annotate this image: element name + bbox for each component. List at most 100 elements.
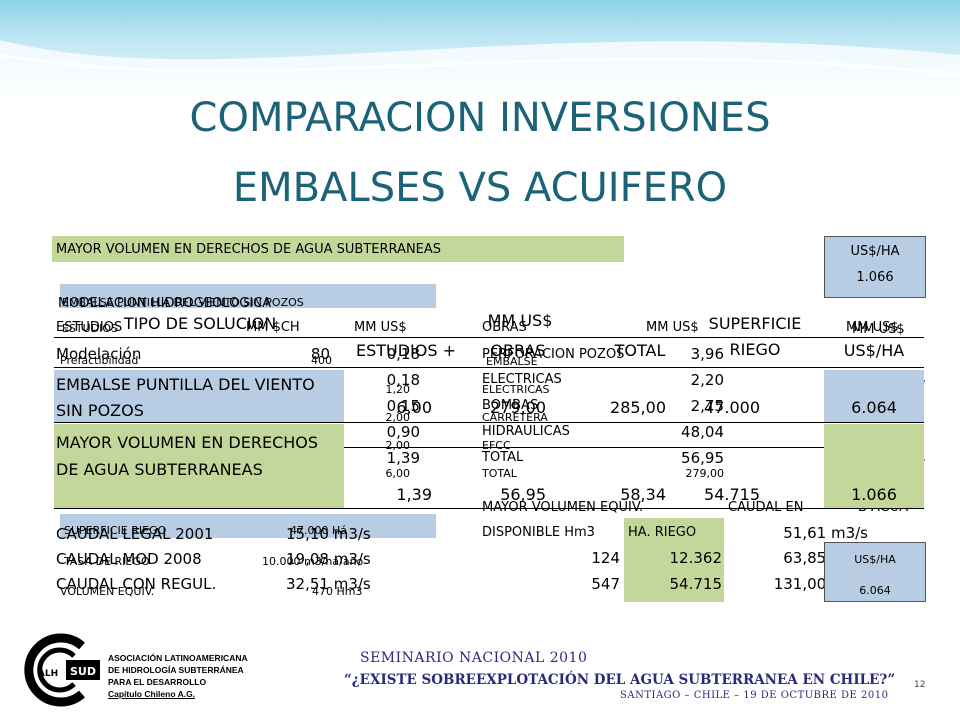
caudal-label: CAUDAL LEGAL 2001 (56, 525, 214, 543)
ha-riego-value: 12.362 (669, 549, 723, 567)
header-us-ha: US$/HA (843, 341, 905, 360)
embalse-pozos-band (60, 284, 436, 308)
prefact-value: 400 (311, 354, 332, 367)
ha-riego-value: 54.715 (669, 575, 723, 593)
svg-text:SUD: SUD (70, 665, 96, 678)
table-bottom-rule (54, 508, 924, 509)
modelacion-label: MODELACION HIDROGEOLOGICA (58, 296, 272, 311)
mayor-volumen-band: MAYOR VOLUMEN EN DERECHOS DE AGUA SUBTER… (52, 236, 624, 262)
row2-us-ha: 1.066 (851, 485, 897, 504)
obras-header: OBRAS (482, 320, 527, 335)
caudal-value: 19,08 m3/s (286, 550, 371, 568)
small-value: 6,00 (385, 467, 411, 480)
header-total: TOTAL (614, 341, 666, 360)
superficie-band (60, 514, 436, 538)
org-line-2: DE HIDROLOGÍA SUBTERRÁNEA (108, 665, 244, 675)
us-ha-header: US$/HA (850, 244, 900, 259)
volumen-equiv-value: 470 Hm3 (312, 585, 363, 598)
mm-ch-header: MM $CH (246, 320, 300, 335)
row1-obras: 279,00 (490, 398, 546, 417)
tasa-riego-label: TASA DE RIEGO (64, 555, 150, 568)
mm-us-header-3: MM US$ (846, 320, 899, 335)
header-mm-us: MM US$ (487, 311, 553, 330)
ha-riego-label: HA. RIEGO (628, 525, 697, 540)
header-superficie: SUPERFICIE RIEGO (708, 314, 802, 359)
volumen-equiv-label: VOLUMEN EQUIV. (60, 585, 155, 598)
org-line-3: PARA EL DESARROLLO (108, 677, 207, 687)
row1-label: EMBALSE PUNTILLA DEL VIENTO SIN POZOS (56, 375, 315, 420)
us-ha-small-box (824, 542, 926, 602)
small-obra: EMBALSE (486, 355, 538, 368)
header-tipo: TIPO DE SOLUCION (123, 314, 277, 333)
org-line-4: Capítulo Chileno A.G. (108, 689, 196, 699)
disponible-label: DISPONIBLE Hm3 (482, 525, 595, 540)
slide-title-line1: COMPARACION INVERSIONES (189, 95, 771, 141)
prefact-label: Prefactibilidad (60, 354, 139, 367)
back-row-v2: 0,15 (386, 397, 420, 415)
svg-text:ALH: ALH (38, 669, 58, 679)
embalse-pozos-label: EMBALSE PUNTILLA DEL VIENTO SIN POZOS (62, 296, 304, 309)
small-value: 2,00 (385, 411, 411, 424)
small-obra: CARRETERA (482, 411, 548, 424)
alhsud-logo: SUD ALH (24, 633, 100, 707)
back-row-obra: HIDRAULICAS (482, 424, 570, 439)
tasa-riego-value: 10.000 m3/ha/año (262, 555, 364, 568)
back-row-v1: 80 (310, 345, 330, 363)
caudal-value: 32,51 m3/s (286, 575, 371, 593)
org-name: ASOCIACIÓN LATINOAMERICANA DE HIDROLOGÍA… (108, 652, 248, 700)
row2-total: 58,34 (620, 485, 666, 504)
back-row-v2: 1,39 (386, 449, 420, 467)
small-obra: EFCC (482, 439, 511, 452)
seminar-question: “¿EXISTE SOBREEXPLOTACIÓN DEL AGUA SUBTE… (344, 672, 896, 688)
caudal-label: CAUDAL MOD 2008 (56, 550, 202, 568)
row1-total: 285,00 (610, 398, 666, 417)
caudal-value: 15,10 m3/s (286, 525, 371, 543)
header-wave-decoration (0, 40, 960, 96)
back-total-rule (340, 447, 924, 448)
back-row-v3: 48,04 (681, 423, 724, 441)
us-ha-small-header: US$/HA (854, 553, 896, 566)
front-header-rule (54, 367, 924, 368)
back-row-obra: TOTAL (482, 450, 524, 465)
page-number: 12 (914, 680, 926, 690)
small-value: 1,20 (385, 383, 411, 396)
mm-us-header-2: MM US$ (646, 320, 699, 335)
header-obras: OBRAS (490, 341, 546, 360)
row1-superficie: 47.000 (704, 398, 760, 417)
small-obra: TOTAL (482, 467, 517, 480)
row-divider (54, 422, 924, 423)
header-estudios: ESTUDIOS + (355, 341, 457, 360)
back-row-v3: 3,96 (690, 345, 724, 363)
back-row-v2: 0,18 (386, 371, 420, 389)
row2-estudios: 1,39 (396, 485, 432, 504)
row2-label: MAYOR VOLUMEN EN DERECHOS DE AGUA SUBTER… (56, 433, 319, 479)
caudal-en: CAUDAL EN (728, 500, 804, 515)
seminar-title: SEMINARIO NACIONAL 2010 (360, 650, 588, 666)
back-row-v2: 0,90 (386, 423, 420, 441)
row2-us-ha-cell (824, 424, 924, 508)
ha-riego-band (624, 518, 724, 602)
superficie-riego-label: SUPERFICIE RIEGO (64, 524, 167, 537)
mayor-vol-equiv: MAYOR VOLUMEN EQUIV. (482, 500, 644, 515)
back-row-obra: BOMBAS (482, 398, 539, 413)
row2-obras: 56,95 (500, 485, 546, 504)
back-row-v3: 56,95 (681, 449, 724, 467)
small-obra: ELECTRICAS (482, 383, 550, 396)
small-total: 279,00 (685, 467, 725, 480)
superficie-riego-value: 47.000 Há (290, 524, 347, 537)
small-value: 2,00 (385, 439, 411, 452)
caudal-mid: 51,61 m3/s (783, 524, 868, 542)
back-row-label: Modelación (56, 345, 142, 363)
mm-us-header-1: MM US$ (354, 320, 407, 335)
us-ha-box (824, 236, 926, 298)
us-ha-value: 1.066 (856, 270, 894, 285)
back-row-v2: 0,18 (386, 345, 420, 363)
row1-us-ha: 6.064 (851, 398, 897, 417)
back-header-rule (54, 337, 924, 338)
back-row-v3: 2,75 (690, 397, 724, 415)
caudal-label: CAUDAL CON REGUL. (56, 575, 217, 593)
estudios-header: ESTUDIOS (56, 320, 123, 335)
row2-label-cell (54, 424, 344, 508)
back-row-obra: PERFORACION POZOS (482, 347, 625, 362)
us-ha-small-value: 6.064 (859, 584, 891, 597)
